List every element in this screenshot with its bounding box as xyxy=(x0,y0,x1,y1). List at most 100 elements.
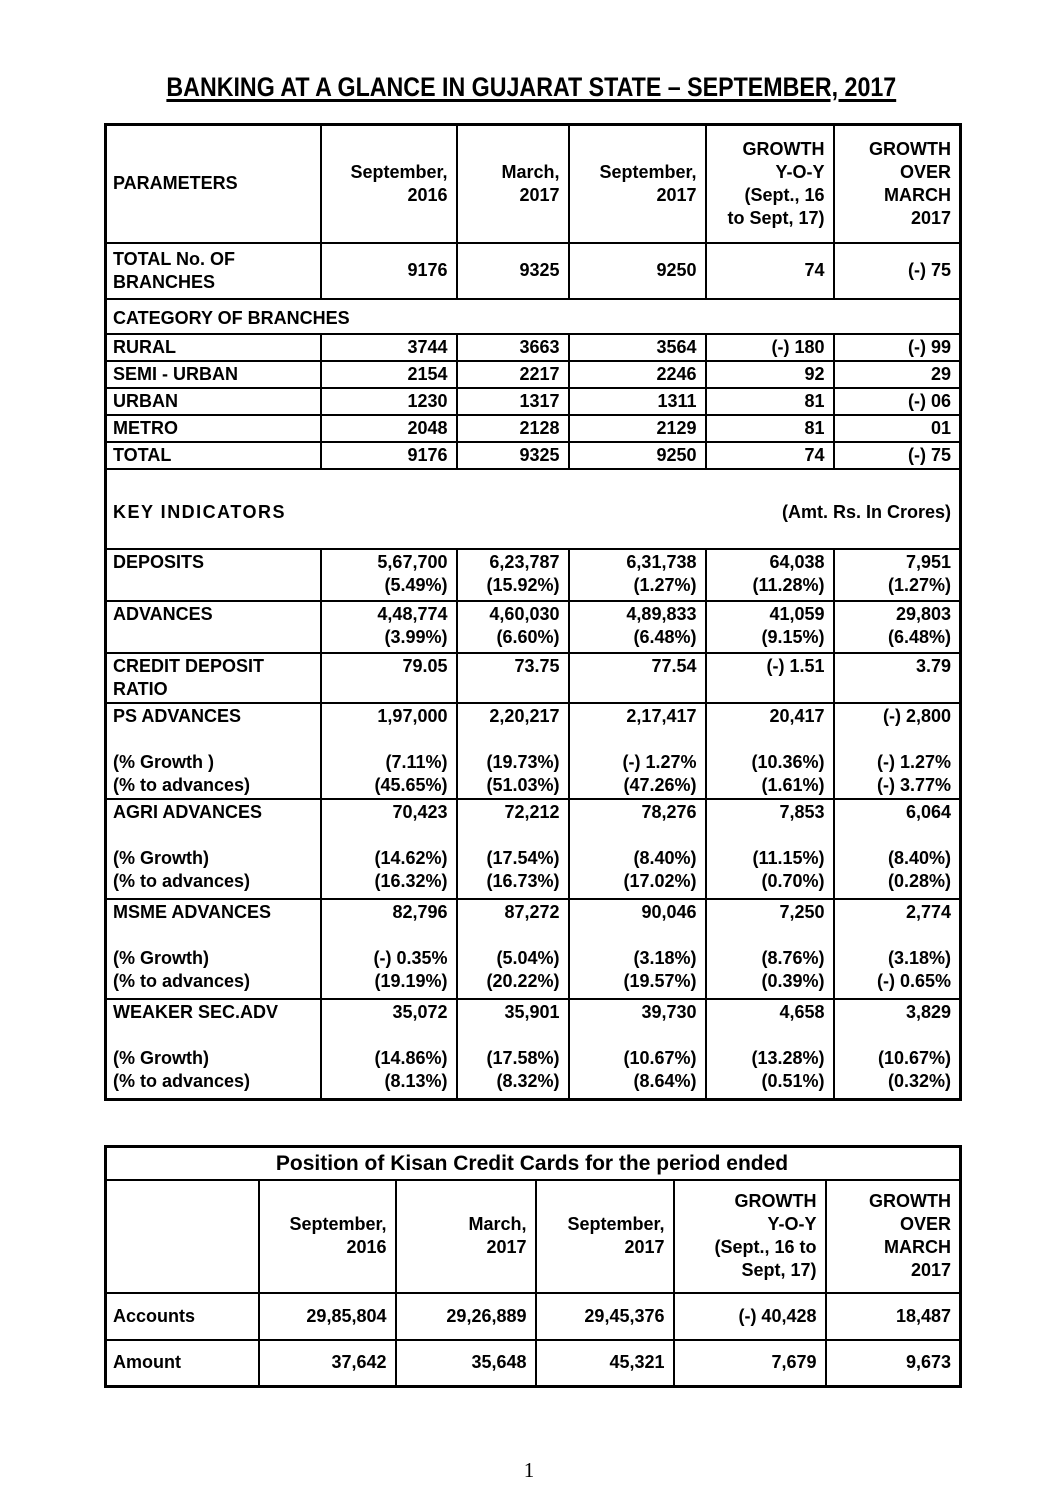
value-cell: 29,803 (6.48%) xyxy=(832,599,962,654)
value-cell: 4,89,833 (6.48%) xyxy=(567,599,707,654)
page-number: 1 xyxy=(523,1458,535,1482)
row-metro: METRO 2048 2128 2129 81 01 xyxy=(104,413,962,443)
header-cell-sep2016: September, 2016 xyxy=(257,1178,397,1294)
section-header-category: CATEGORY OF BRANCHES xyxy=(104,297,962,335)
value-cell: 29,85,804 xyxy=(257,1291,397,1341)
value-cell: 9325 xyxy=(455,440,570,470)
value-cell: 77.54 xyxy=(567,651,707,704)
value-cell: 72,212 (17.54%) (16.73%) xyxy=(455,797,570,900)
value-cell: 90,046 (3.18%) (19.57%) xyxy=(567,897,707,1000)
value-cell: 6,23,787 (15.92%) xyxy=(455,547,570,602)
value-cell: 2128 xyxy=(455,413,570,443)
header-cell-growth-over-march: GROWTH OVER MARCH 2017 xyxy=(832,123,962,244)
value-cell: 45,321 xyxy=(534,1338,675,1388)
value-cell: 1317 xyxy=(455,386,570,416)
row-credit-deposit-ratio: CREDIT DEPOSIT RATIO 79.05 73.75 77.54 (… xyxy=(104,651,962,704)
value-cell: 7,853 (11.15%) (0.70%) xyxy=(704,797,835,900)
row-weaker-sec-adv: WEAKER SEC.ADV (% Growth) (% to advances… xyxy=(104,997,962,1101)
row-amount: Amount 37,642 35,648 45,321 7,679 9,673 xyxy=(104,1338,962,1388)
value-cell: 3.79 xyxy=(832,651,962,704)
title-wrap: BANKING AT A GLANCE IN GUJARAT STATE – S… xyxy=(104,0,959,102)
value-cell: 5,67,700 (5.49%) xyxy=(319,547,458,602)
value-cell: 6,064 (8.40%) (0.28%) xyxy=(832,797,962,900)
value-cell: 2,774 (3.18%) (-) 0.65% xyxy=(832,897,962,1000)
value-cell: 9,673 xyxy=(824,1338,962,1388)
kcc-table: Position of Kisan Credit Cards for the p… xyxy=(104,1145,962,1388)
row-label: CREDIT DEPOSIT RATIO xyxy=(104,651,322,704)
value-cell: 70,423 (14.62%) (16.32%) xyxy=(319,797,458,900)
section-header-key-indicators: KEY INDICATORS (Amt. Rs. In Crores) xyxy=(104,467,962,550)
page-title: BANKING AT A GLANCE IN GUJARAT STATE – S… xyxy=(166,72,897,102)
value-cell: 20,417 (10.36%) (1.61%) xyxy=(704,701,835,800)
value-cell: 74 xyxy=(704,440,835,470)
value-cell: 87,272 (5.04%) (20.22%) xyxy=(455,897,570,1000)
value-cell: 9176 xyxy=(319,241,458,300)
value-cell: 74 xyxy=(704,241,835,300)
value-cell: 9250 xyxy=(567,440,707,470)
row-accounts: Accounts 29,85,804 29,26,889 29,45,376 (… xyxy=(104,1291,962,1341)
value-cell: 82,796 (-) 0.35% (19.19%) xyxy=(319,897,458,1000)
value-cell: 18,487 xyxy=(824,1291,962,1341)
header-cell-sep2017: September, 2017 xyxy=(534,1178,675,1294)
header-cell-growth-over-march: GROWTH OVER MARCH 2017 xyxy=(824,1178,962,1294)
value-cell: 2,20,217 (19.73%) (51.03%) xyxy=(455,701,570,800)
row-label: TOTAL xyxy=(104,440,322,470)
value-cell: 9250 xyxy=(567,241,707,300)
row-label: Amount xyxy=(104,1338,260,1388)
key-indicators-label: KEY INDICATORS xyxy=(113,501,287,522)
row-urban: URBAN 1230 1317 1311 81 (-) 06 xyxy=(104,386,962,416)
value-cell: 35,901 (17.58%) (8.32%) xyxy=(455,997,570,1101)
value-cell: 7,679 xyxy=(672,1338,827,1388)
value-cell: 9325 xyxy=(455,241,570,300)
value-cell: 29,45,376 xyxy=(534,1291,675,1341)
value-cell: 41,059 (9.15%) xyxy=(704,599,835,654)
value-cell: 4,658 (13.28%) (0.51%) xyxy=(704,997,835,1101)
value-cell: 81 xyxy=(704,386,835,416)
value-cell: 73.75 xyxy=(455,651,570,704)
row-deposits: DEPOSITS 5,67,700 (5.49%) 6,23,787 (15.9… xyxy=(104,547,962,602)
value-cell: (-) 99 xyxy=(832,332,962,362)
kcc-title-row: Position of Kisan Credit Cards for the p… xyxy=(104,1145,962,1181)
value-cell: (-) 75 xyxy=(832,440,962,470)
row-label: ADVANCES xyxy=(104,599,322,654)
key-indicators-flex: KEY INDICATORS (Amt. Rs. In Crores) xyxy=(113,501,951,524)
value-cell: 81 xyxy=(704,413,835,443)
value-cell: 29 xyxy=(832,359,962,389)
row-label: MSME ADVANCES (% Growth) (% to advances) xyxy=(104,897,322,1000)
row-label: SEMI - URBAN xyxy=(104,359,322,389)
value-cell: 35,648 xyxy=(394,1338,537,1388)
row-semi-urban: SEMI - URBAN 2154 2217 2246 92 29 xyxy=(104,359,962,389)
header-cell-mar2017: March, 2017 xyxy=(455,123,570,244)
value-cell: 3744 xyxy=(319,332,458,362)
row-label: PS ADVANCES (% Growth ) (% to advances) xyxy=(104,701,322,800)
header-cell-sep2016: September, 2016 xyxy=(319,123,458,244)
kcc-header-row: September, 2016 March, 2017 September, 2… xyxy=(104,1178,962,1294)
value-cell: 1,97,000 (7.11%) (45.65%) xyxy=(319,701,458,800)
value-cell: 79.05 xyxy=(319,651,458,704)
value-cell: 7,951 (1.27%) xyxy=(832,547,962,602)
row-label: METRO xyxy=(104,413,322,443)
row-agri-advances: AGRI ADVANCES (% Growth) (% to advances)… xyxy=(104,797,962,900)
header-cell-sep2017: September, 2017 xyxy=(567,123,707,244)
value-cell: 29,26,889 xyxy=(394,1291,537,1341)
kcc-table-title: Position of Kisan Credit Cards for the p… xyxy=(104,1145,962,1181)
header-cell-blank xyxy=(104,1178,260,1294)
row-ps-advances: PS ADVANCES (% Growth ) (% to advances) … xyxy=(104,701,962,800)
header-cell-growth-yoy: GROWTH Y-O-Y (Sept., 16 to Sept, 17) xyxy=(704,123,835,244)
row-msme-advances: MSME ADVANCES (% Growth) (% to advances)… xyxy=(104,897,962,1000)
row-total-branches: TOTAL No. OF BRANCHES 9176 9325 9250 74 … xyxy=(104,241,962,300)
value-cell: 1311 xyxy=(567,386,707,416)
value-cell: 78,276 (8.40%) (17.02%) xyxy=(567,797,707,900)
value-cell: (-) 1.51 xyxy=(704,651,835,704)
value-cell: 2246 xyxy=(567,359,707,389)
value-cell: (-) 180 xyxy=(704,332,835,362)
value-cell: 01 xyxy=(832,413,962,443)
header-cell-mar2017: March, 2017 xyxy=(394,1178,537,1294)
value-cell: (-) 2,800 (-) 1.27% (-) 3.77% xyxy=(832,701,962,800)
value-cell: 4,60,030 (6.60%) xyxy=(455,599,570,654)
row-label: WEAKER SEC.ADV (% Growth) (% to advances… xyxy=(104,997,322,1101)
row-label: DEPOSITS xyxy=(104,547,322,602)
value-cell: 64,038 (11.28%) xyxy=(704,547,835,602)
row-label: RURAL xyxy=(104,332,322,362)
